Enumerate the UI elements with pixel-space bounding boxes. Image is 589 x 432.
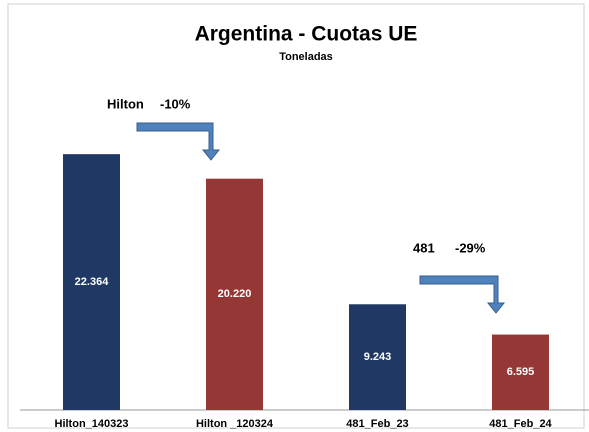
bar — [349, 304, 406, 410]
value-label: 9.243 — [364, 351, 392, 363]
x-tick-label: Hilton _120324 — [196, 418, 274, 430]
value-label: 22.364 — [75, 276, 110, 288]
x-tick-label: Hilton_140323 — [55, 418, 129, 430]
bar — [206, 178, 263, 410]
value-label: 20.220 — [218, 288, 252, 300]
chart-title: Argentina - Cuotas UE — [195, 23, 418, 46]
x-tick-label: 481_Feb_23 — [346, 418, 408, 430]
arrow — [419, 275, 506, 314]
annotation: -10% — [160, 96, 191, 111]
x-tick-label: 481_Feb_24 — [489, 418, 552, 430]
annotation: Hilton — [107, 96, 144, 111]
bar — [63, 154, 120, 410]
chart-subtitle: Toneladas — [279, 51, 333, 63]
arrow — [136, 122, 221, 161]
annotation: 481 — [413, 240, 435, 255]
annotation: -29% — [455, 240, 486, 255]
bar — [492, 334, 549, 410]
value-label: 6.595 — [507, 366, 535, 378]
